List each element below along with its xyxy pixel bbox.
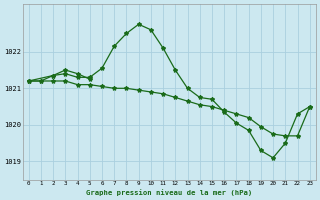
X-axis label: Graphe pression niveau de la mer (hPa): Graphe pression niveau de la mer (hPa) [86, 189, 252, 196]
